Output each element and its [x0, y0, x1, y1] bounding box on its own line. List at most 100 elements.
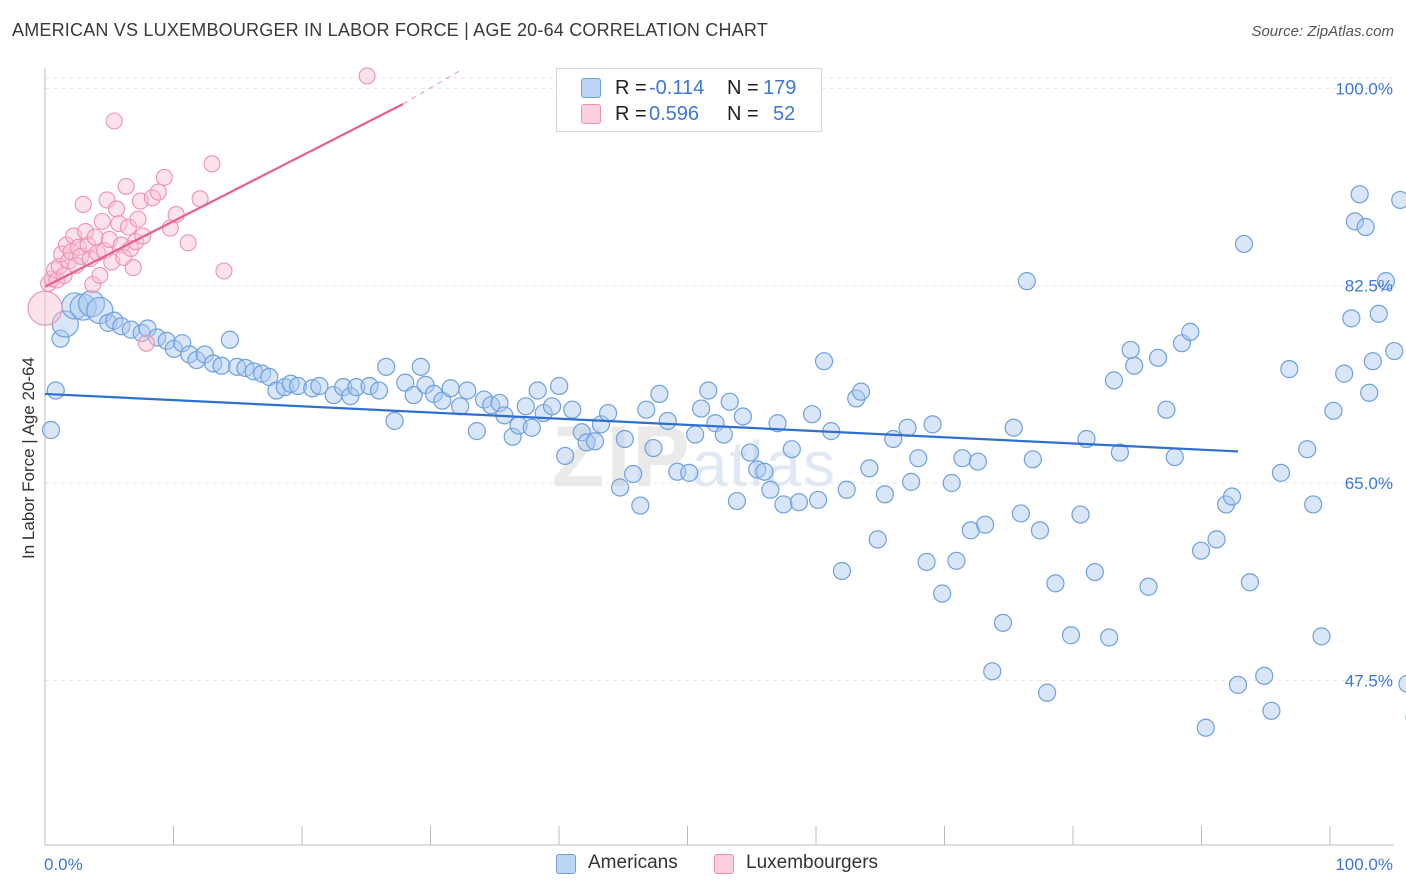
americans-point	[51, 329, 70, 348]
americans-point	[281, 374, 300, 393]
luxembourgers-point	[149, 183, 167, 201]
luxembourgers-point	[124, 259, 142, 277]
americans-point	[1262, 701, 1281, 720]
luxembourgers-point	[155, 168, 173, 186]
americans-point	[1061, 626, 1081, 645]
americans-point	[875, 485, 894, 504]
americans-point	[644, 438, 663, 458]
americans-point	[550, 376, 569, 396]
americans-point	[851, 382, 871, 401]
americans-point	[692, 399, 711, 418]
americans-point	[404, 385, 423, 405]
americans-point	[598, 403, 618, 423]
americans-point	[1312, 627, 1331, 646]
luxembourgers-point	[105, 112, 123, 130]
americans-point	[650, 384, 669, 404]
americans-point	[467, 422, 486, 441]
americans-point	[868, 530, 887, 549]
americans-point	[975, 515, 995, 534]
americans-point	[1023, 450, 1042, 469]
americans-point	[947, 551, 966, 570]
y-tick-label: 100.0%	[1335, 79, 1393, 98]
legend-americans-label: Americans	[588, 852, 678, 873]
americans-point	[782, 440, 801, 459]
americans-point	[814, 352, 834, 371]
americans-point	[917, 552, 936, 572]
legend-luxembourgers-label: Luxembourgers	[746, 852, 879, 873]
americans-point	[1100, 628, 1119, 647]
americans-point	[1110, 443, 1129, 462]
axis-layer	[44, 68, 1394, 846]
grid-layer	[45, 77, 1394, 681]
americans-point	[522, 418, 541, 437]
americans-point	[983, 662, 1002, 681]
luxembourgers-point	[179, 234, 197, 252]
americans-point	[275, 378, 294, 397]
americans-point	[1280, 360, 1299, 379]
americans-point	[1240, 573, 1260, 592]
luxembourgers-point	[91, 266, 109, 285]
americans-point	[1148, 348, 1168, 367]
x-tick-label: 0.0%	[44, 855, 83, 874]
luxembourgers-r-value: 0.596	[649, 103, 700, 125]
luxembourgers-point	[93, 212, 111, 230]
americans-point	[1324, 401, 1343, 420]
americans-point	[563, 400, 582, 419]
luxembourgers-point	[215, 262, 233, 280]
americans-point	[1222, 487, 1242, 506]
americans-point	[1335, 364, 1354, 383]
americans-point	[1125, 356, 1144, 375]
americans-point	[933, 584, 952, 603]
americans-point	[1121, 340, 1140, 360]
americans-point	[768, 414, 787, 433]
americans-point	[748, 460, 767, 479]
americans-point	[1360, 383, 1379, 402]
americans-point	[474, 390, 494, 409]
americans-point	[347, 378, 366, 397]
americans-point	[968, 452, 988, 471]
americans-point	[288, 376, 308, 396]
americans-point	[909, 449, 928, 468]
americans-n-value: 179	[763, 77, 797, 99]
luxembourgers-trend-extension	[402, 68, 463, 105]
trend-layer	[44, 68, 1239, 453]
americans-point	[1085, 562, 1104, 582]
americans-point	[1376, 272, 1396, 291]
americans-point	[441, 379, 460, 398]
stats-legend: R = -0.114 N = 179 R = 0.596 N = 52	[556, 68, 822, 132]
americans-point	[310, 376, 329, 396]
americans-point	[585, 432, 605, 451]
americans-point	[802, 405, 822, 424]
americans-point	[837, 480, 856, 499]
americans-point	[789, 493, 809, 512]
americans-point	[624, 464, 643, 484]
americans-point	[1345, 212, 1365, 231]
label-layer: 47.5% 65.0% 82.5% 100.0% 0.0% 100.0% In Labor …	[19, 79, 1393, 874]
americans-point	[556, 446, 575, 466]
luxembourgers-point	[108, 200, 126, 218]
luxembourgers-point	[137, 334, 155, 352]
americans-point	[1369, 304, 1388, 323]
watermark-main: ZIP	[552, 409, 692, 505]
americans-point	[1304, 495, 1323, 514]
y-tick-label: 65.0%	[1345, 474, 1393, 493]
luxembourgers-point	[77, 222, 95, 241]
americans-point	[411, 357, 430, 376]
americans-point	[516, 397, 535, 416]
americans-point	[832, 561, 852, 581]
americans-point	[1139, 577, 1158, 596]
americans-point	[1071, 505, 1090, 524]
americans-point	[898, 418, 917, 437]
americans-point	[1234, 234, 1254, 254]
luxembourgers-point	[74, 195, 92, 214]
americans-point	[542, 397, 562, 416]
americans-point	[1181, 322, 1200, 341]
americans-point	[341, 387, 360, 406]
americans-point	[1011, 504, 1030, 523]
x-tick-label: 100.0%	[1335, 855, 1393, 874]
americans-point	[1298, 440, 1317, 459]
americans-point	[1228, 675, 1248, 694]
americans-point	[377, 357, 396, 376]
americans-point	[334, 378, 353, 397]
luxembourgers-point	[358, 67, 376, 85]
